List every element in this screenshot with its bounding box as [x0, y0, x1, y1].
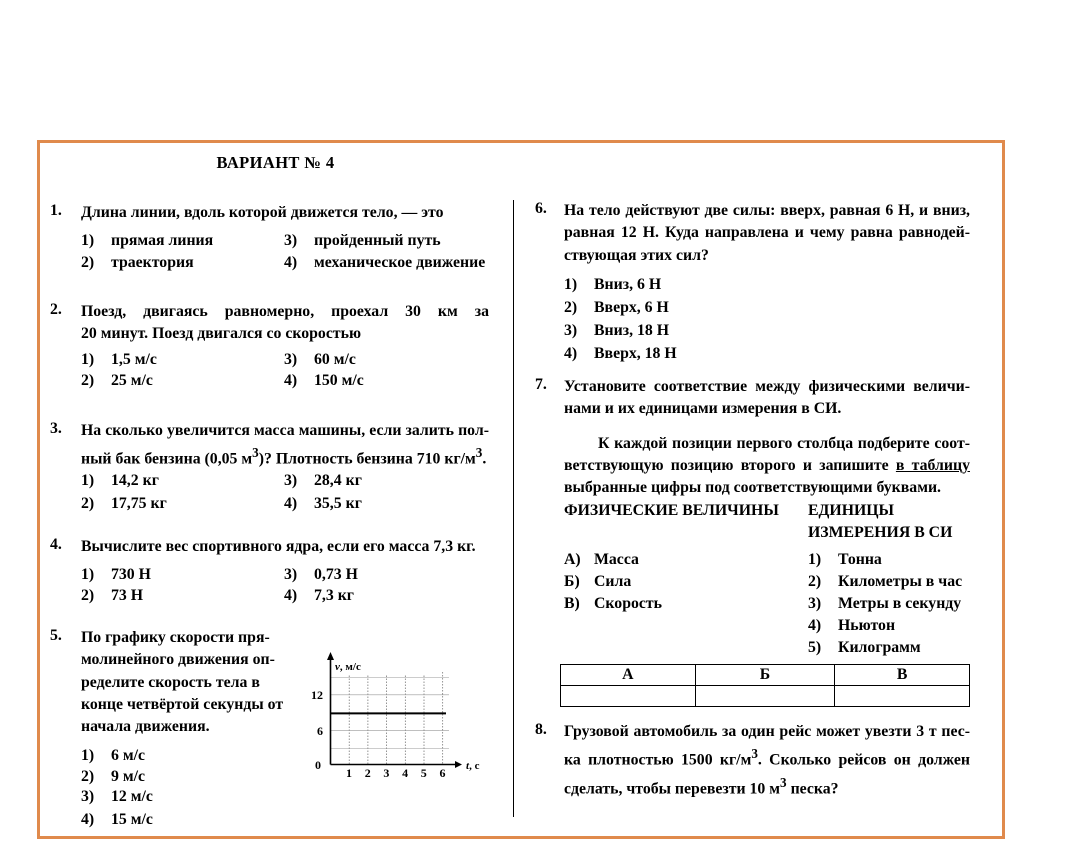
svg-text:v, м/с: v, м/с [335, 661, 361, 673]
svg-text:6: 6 [317, 724, 323, 738]
svg-text:6: 6 [440, 766, 446, 780]
svg-text:1: 1 [346, 766, 352, 780]
svg-text:3: 3 [383, 766, 389, 780]
svg-text:5: 5 [421, 766, 427, 780]
svg-text:0: 0 [315, 758, 321, 772]
svg-text:2: 2 [365, 766, 371, 780]
svg-text:4: 4 [402, 766, 408, 780]
svg-text:12: 12 [311, 688, 323, 702]
svg-text:t, с: t, с [466, 760, 480, 772]
